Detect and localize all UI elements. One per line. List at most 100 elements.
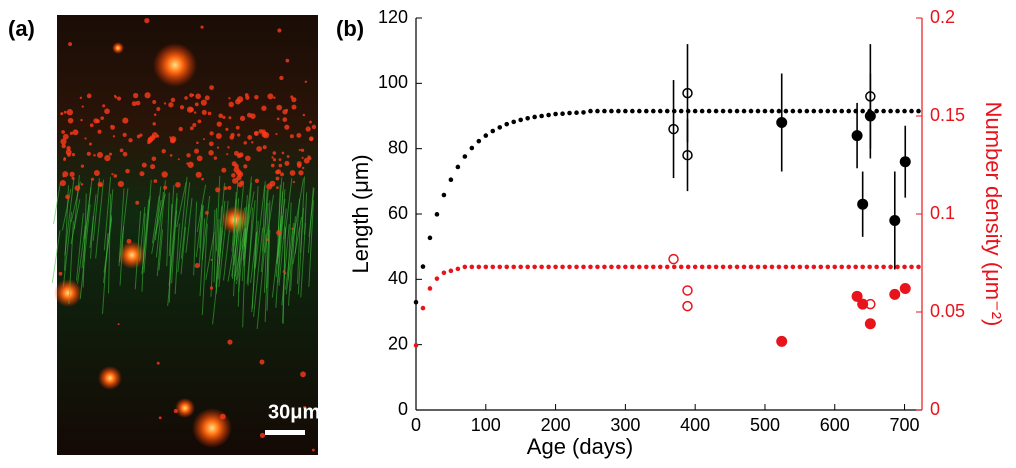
fiber: [292, 216, 303, 265]
speckle: [189, 93, 194, 98]
speckle: [173, 408, 178, 414]
fit-dot: [644, 264, 649, 270]
speckle: [80, 164, 85, 168]
speckle: [237, 133, 241, 137]
fiber: [218, 200, 226, 265]
speckle: [284, 124, 290, 130]
speckle: [139, 171, 145, 177]
speckle: [231, 177, 238, 184]
fit-dot: [797, 108, 803, 114]
fit-dot: [595, 108, 600, 114]
fit-dot: [434, 212, 440, 217]
fiber: [101, 233, 109, 314]
fit-dot: [902, 108, 907, 114]
speckle: [225, 127, 229, 131]
y-tick-label: 100: [378, 72, 408, 92]
fiber: [281, 224, 290, 306]
fit-dot: [881, 264, 886, 270]
fit-dot: [609, 264, 614, 270]
speckle: [141, 162, 147, 168]
fit-dot: [727, 108, 733, 114]
fit-dot: [462, 264, 468, 270]
speckle: [215, 187, 221, 193]
speckle: [96, 119, 100, 124]
speckle: [72, 129, 79, 136]
fit-dot: [511, 119, 517, 125]
fit-dot: [678, 264, 684, 270]
fit-dot: [650, 108, 656, 114]
fiber: [288, 222, 294, 306]
speckle: [223, 186, 228, 191]
fit-dot: [832, 264, 838, 270]
fit-dot: [713, 108, 719, 114]
fiber: [237, 219, 242, 307]
fit-dot: [525, 264, 530, 270]
fit-dot: [818, 264, 824, 270]
speckle: [144, 92, 151, 99]
fiber: [92, 178, 100, 241]
fit-dot: [790, 264, 796, 270]
speckle: [218, 113, 223, 118]
speckle: [152, 100, 157, 104]
point: [682, 300, 693, 312]
fit-dot: [483, 133, 489, 138]
point: [776, 117, 788, 129]
fit-dot: [692, 264, 698, 270]
fiber: [254, 185, 266, 269]
fiber: [201, 223, 208, 315]
y-axis-label: Length (μm): [348, 154, 373, 273]
speckle: [111, 173, 114, 176]
speckle: [153, 179, 158, 183]
speckle: [161, 149, 166, 154]
speckle: [153, 113, 157, 116]
fit-dot: [860, 108, 865, 114]
speckle: [208, 150, 214, 156]
y2-axis-label: Number density (μm⁻²): [981, 102, 1006, 327]
speckle: [267, 93, 274, 100]
fit-dot: [420, 305, 426, 311]
speckle: [250, 113, 256, 119]
speckle: [102, 104, 106, 108]
speckle: [158, 416, 162, 420]
fit-dot: [518, 117, 523, 123]
speckle: [117, 323, 120, 326]
fit-dot: [706, 108, 712, 114]
speckle: [210, 258, 213, 261]
speckle: [276, 186, 279, 190]
fiber: [271, 223, 282, 298]
speckle: [311, 124, 317, 130]
fiber: [293, 178, 304, 235]
speckle: [114, 95, 118, 99]
fiber: [256, 233, 267, 330]
point: [776, 335, 788, 347]
speckle: [282, 109, 288, 115]
fit-dot: [574, 264, 579, 270]
fit-dot: [769, 264, 775, 270]
speckle: [296, 161, 302, 167]
speckle: [200, 25, 204, 29]
speckle: [277, 28, 282, 33]
fit-dot: [560, 111, 565, 117]
speckle: [122, 117, 129, 124]
speckle: [200, 99, 207, 106]
speckle: [194, 102, 199, 107]
fit-dot: [846, 108, 852, 114]
speckle: [291, 104, 297, 110]
point: [864, 110, 876, 122]
fiber: [201, 195, 211, 260]
point: [682, 87, 693, 99]
scale-bar: [265, 430, 305, 435]
fiber: [308, 200, 314, 287]
scale-bar-label: 30μm: [268, 401, 320, 423]
fit-dot: [623, 264, 628, 270]
speckle: [231, 173, 236, 178]
speckle: [219, 413, 226, 420]
speckle: [276, 230, 282, 236]
fiber: [254, 186, 259, 268]
speckle: [282, 117, 288, 122]
speckle: [184, 96, 188, 100]
speckle: [239, 115, 246, 121]
fiber: [231, 221, 240, 277]
fiber: [103, 176, 112, 251]
point: [889, 288, 901, 300]
